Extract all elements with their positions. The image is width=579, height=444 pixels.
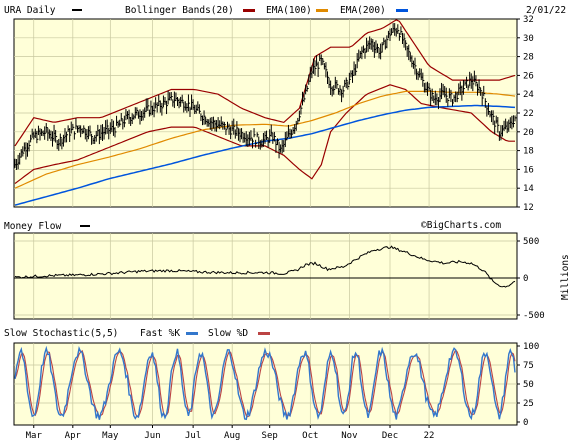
price-ytick-label: 32 xyxy=(523,15,534,25)
money-flow-gridlines xyxy=(14,233,517,319)
x-tick-label: Jun xyxy=(144,431,160,441)
money-flow-ytick-label: 0 xyxy=(523,274,528,284)
stochastic-title: Slow Stochastic(5,5) xyxy=(4,328,118,339)
price-ytick-label: 28 xyxy=(523,53,534,63)
price-ytick-label: 22 xyxy=(523,109,534,119)
money-flow-y-axis: 500 0 -500 xyxy=(517,237,545,321)
chart-title: URA Daily xyxy=(4,5,56,16)
price-y-axis: 12 14 16 18 20 22 24 26 28 30 32 xyxy=(517,15,534,213)
x-tick-label: Aug xyxy=(224,431,240,441)
x-tick-label: Nov xyxy=(341,431,357,441)
legend-bollinger-swatch xyxy=(243,9,255,12)
price-ytick-label: 24 xyxy=(523,90,534,100)
x-tick-label: Dec xyxy=(382,431,398,441)
x-axis-months: Mar Apr May Jun Jul Aug Sep Oct Nov Dec 22 xyxy=(26,425,435,441)
stochastic-ytick-label: 25 xyxy=(523,399,534,409)
price-header: URA Daily Bollinger Bands(20) EMA(100) E… xyxy=(4,5,566,16)
money-flow-swatch xyxy=(80,225,90,227)
money-flow-panel: Money Flow 500 0 -500 Millions xyxy=(4,221,571,321)
stochastic-y-axis: 100 75 50 25 0 xyxy=(517,342,539,428)
watermark: ©BigCharts.com xyxy=(421,220,501,231)
money-flow-title: Money Flow xyxy=(4,221,61,232)
chart-date: 2/01/22 xyxy=(526,5,566,16)
legend-fastk-swatch xyxy=(186,332,198,335)
legend-ema100-swatch xyxy=(316,9,328,12)
stochastic-ytick-label: 100 xyxy=(523,342,539,352)
price-ytick-label: 18 xyxy=(523,147,534,157)
money-flow-ytick-label: -500 xyxy=(523,311,545,321)
price-ytick-label: 20 xyxy=(523,128,534,138)
stochastic-ytick-label: 50 xyxy=(523,380,534,390)
price-panel: 12 14 16 18 20 22 24 26 28 30 32 ©BigCharts.com xyxy=(13,15,534,231)
stochastic-panel: Slow Stochastic(5,5) Fast %K Slow %D 100… xyxy=(4,328,539,428)
title-swatch xyxy=(72,9,82,11)
ema100-line xyxy=(14,90,516,189)
legend-fastk-label: Fast %K xyxy=(140,328,180,339)
x-tick-label: Sep xyxy=(262,431,278,441)
money-flow-ylabel: Millions xyxy=(560,254,571,300)
x-tick-label: Jul xyxy=(185,431,201,441)
stochastic-gridlines xyxy=(14,343,517,425)
x-tick-label: May xyxy=(102,431,119,441)
legend-ema200-swatch xyxy=(396,9,408,12)
x-tick-label: Mar xyxy=(26,431,43,441)
price-bars xyxy=(14,23,517,170)
money-flow-plot-area xyxy=(13,232,518,320)
price-ytick-label: 30 xyxy=(523,34,534,44)
price-ytick-label: 16 xyxy=(523,165,534,175)
bollinger-upper-line xyxy=(14,19,516,147)
legend-ema100-label: EMA(100) xyxy=(266,5,312,16)
legend-slowd-swatch xyxy=(258,332,270,335)
x-tick-label: 22 xyxy=(424,431,435,441)
legend-slowd-label: Slow %D xyxy=(208,328,248,339)
x-tick-label: Oct xyxy=(302,431,318,441)
x-tick-label: Apr xyxy=(65,431,82,441)
stochastic-ytick-label: 0 xyxy=(523,418,528,428)
stochastic-series xyxy=(14,345,516,421)
money-flow-ytick-label: 500 xyxy=(523,237,539,247)
fast-k-line xyxy=(14,345,516,421)
legend-bollinger-label: Bollinger Bands(20) xyxy=(125,5,234,16)
price-ytick-label: 14 xyxy=(523,184,534,194)
money-flow-series xyxy=(14,245,516,288)
stochastic-ytick-label: 75 xyxy=(523,361,534,371)
money-flow-line xyxy=(14,245,516,288)
legend-ema200-label: EMA(200) xyxy=(340,5,386,16)
bollinger-lower-line xyxy=(14,84,515,184)
price-ytick-label: 12 xyxy=(523,203,534,213)
price-ytick-label: 26 xyxy=(523,71,534,81)
